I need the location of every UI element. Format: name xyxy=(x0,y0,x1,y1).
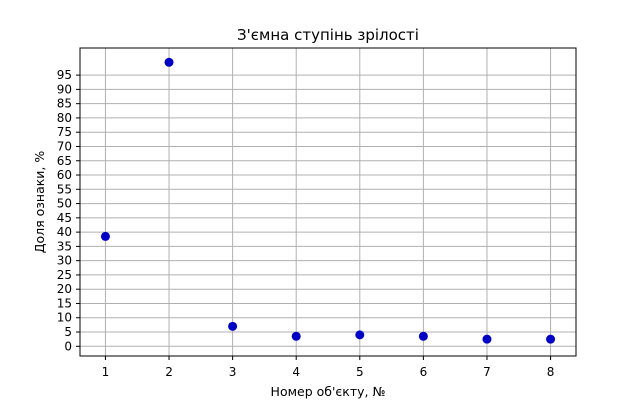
data-point xyxy=(228,321,238,331)
data-point xyxy=(100,231,110,241)
y-tick-label: 60 xyxy=(57,168,72,182)
data-point xyxy=(546,334,556,344)
y-tick-label: 90 xyxy=(57,82,72,96)
plot-frame xyxy=(79,47,577,357)
y-tick-label: 70 xyxy=(57,139,72,153)
y-tick-label: 0 xyxy=(64,339,72,353)
y-tick-label: 20 xyxy=(57,282,72,296)
x-tick-label: 8 xyxy=(547,365,555,379)
y-tick-label: 75 xyxy=(57,125,72,139)
x-tick-label: 6 xyxy=(420,365,428,379)
y-tick-label: 40 xyxy=(57,225,72,239)
data-point xyxy=(291,331,301,341)
x-axis-ticks: 1 2 3 4 5 6 7 8 xyxy=(102,356,555,379)
y-tick-label: 50 xyxy=(57,197,72,211)
y-tick-label: 5 xyxy=(64,325,72,339)
data-points xyxy=(100,57,556,344)
chart-title: З'ємна ступінь зрілості xyxy=(237,26,419,44)
y-tick-label: 85 xyxy=(57,97,72,111)
x-tick-label: 1 xyxy=(102,365,110,379)
y-tick-label: 95 xyxy=(57,68,72,82)
y-axis-label: Доля ознаки, % xyxy=(32,151,47,254)
data-point xyxy=(164,57,174,67)
x-tick-label: 5 xyxy=(356,365,364,379)
x-axis-label: Номер об'єкту, № xyxy=(271,384,386,399)
x-tick-label: 4 xyxy=(292,365,300,379)
data-point xyxy=(355,330,365,340)
y-tick-label: 80 xyxy=(57,111,72,125)
x-tick-label: 7 xyxy=(483,365,491,379)
y-tick-label: 15 xyxy=(57,296,72,310)
x-tick-label: 2 xyxy=(165,365,173,379)
x-tick-label: 3 xyxy=(229,365,237,379)
data-point xyxy=(482,334,492,344)
y-tick-label: 30 xyxy=(57,254,72,268)
y-tick-label: 10 xyxy=(57,311,72,325)
data-point xyxy=(418,331,428,341)
y-tick-label: 25 xyxy=(57,268,72,282)
y-tick-label: 65 xyxy=(57,154,72,168)
y-tick-label: 45 xyxy=(57,211,72,225)
y-tick-label: 35 xyxy=(57,239,72,253)
grid xyxy=(80,48,576,356)
y-tick-label: 55 xyxy=(57,182,72,196)
